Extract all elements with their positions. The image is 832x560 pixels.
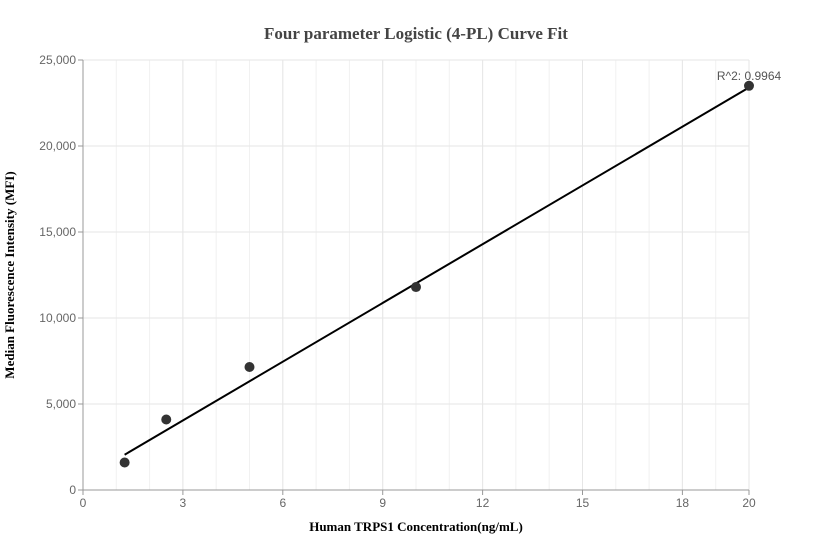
x-tick-labels: 0 3 6 9 12 15 18 20 — [80, 496, 756, 510]
x-axis-title: Human TRPS1 Concentration(ng/mL) — [309, 519, 523, 534]
y-tick-label: 0 — [69, 483, 76, 497]
y-tick-labels: 0 5,000 10,000 15,000 20,000 25,000 — [39, 53, 76, 497]
grid — [83, 59, 750, 490]
data-point — [161, 414, 172, 425]
y-tick-label: 10,000 — [39, 311, 76, 325]
y-axis-title: Median Fluorescence Intensity (MFI) — [2, 171, 17, 378]
x-tick-label: 3 — [180, 496, 187, 510]
r-squared-annotation: R^2: 0.9964 — [717, 69, 782, 83]
data-point — [244, 362, 255, 373]
x-tick-label: 18 — [676, 496, 690, 510]
fit-line-group — [124, 86, 750, 456]
axes — [78, 59, 750, 495]
points-group — [119, 80, 754, 468]
x-tick-label: 20 — [742, 496, 756, 510]
x-tick-label: 12 — [476, 496, 490, 510]
chart-title: Four parameter Logistic (4-PL) Curve Fit — [264, 24, 568, 43]
data-point — [119, 457, 130, 468]
y-tick-label: 20,000 — [39, 139, 76, 153]
x-tick-label: 9 — [379, 496, 386, 510]
fit-line — [124, 86, 750, 456]
x-tick-label: 15 — [576, 496, 590, 510]
data-point — [411, 282, 421, 293]
data-point — [744, 80, 754, 91]
y-tick-label: 25,000 — [39, 53, 76, 67]
x-tick-label: 0 — [80, 496, 87, 510]
y-tick-label: 5,000 — [46, 397, 76, 411]
x-tick-label: 6 — [279, 496, 286, 510]
y-tick-label: 15,000 — [39, 225, 76, 239]
